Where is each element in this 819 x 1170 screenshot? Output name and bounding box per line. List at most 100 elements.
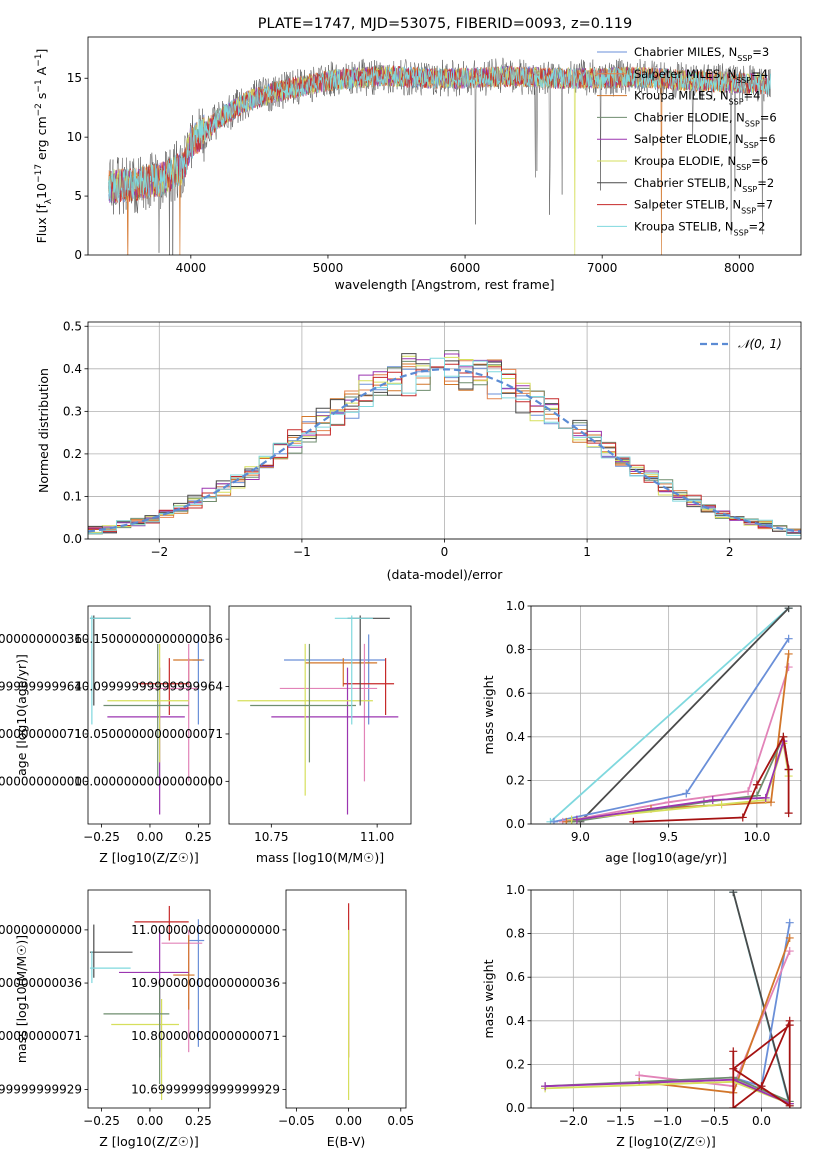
legend-text: Kroupa MILES, N: [634, 89, 729, 103]
x-tick-label: −1.0: [653, 1114, 682, 1128]
plus-marker: [729, 890, 738, 897]
chart-spectrum: 4000 5000 6000 7000 8000 0 5 10 15 wavelength [An…: [34, 36, 802, 292]
plus-marker: [785, 918, 794, 927]
axes-frame: [228, 605, 412, 825]
x-axis-label: wavelength [Angstrom, rest frame]: [334, 277, 554, 292]
y-tick-label: 10.05000000000000071: [0, 727, 82, 741]
plus-marker: [629, 817, 638, 824]
y-tick-label: 0.6: [506, 970, 525, 984]
x-tick-label: 0.25: [185, 830, 212, 844]
x-tick-label: 0.05: [387, 1114, 414, 1128]
legend-text: =6: [760, 110, 777, 124]
legend: 𝒩(0, 1): [700, 337, 782, 351]
x-tick-label: 0.00: [137, 1114, 164, 1128]
y-tick-label: 10.80000000000000071: [131, 1029, 280, 1043]
plot-area: [541, 890, 794, 1108]
legend-entry: Chabrier MILES, NSSP=3: [634, 45, 769, 63]
y-tick-label: 0.8: [506, 643, 525, 657]
x-tick-label: 6000: [450, 261, 481, 275]
y-tick-label: 10.80000000000000071: [0, 1029, 82, 1043]
label-part: s: [34, 93, 49, 104]
x-axis-label: Z [log10(Z/Z☉)]: [99, 850, 199, 865]
x-tick-label: 1: [583, 545, 591, 559]
x-tick-label: 9.5: [659, 830, 678, 844]
legend-entry: Chabrier STELIB, NSSP=2: [634, 176, 774, 194]
mass-weight-line: [732, 891, 791, 1104]
axes-frame: [87, 36, 802, 256]
legend-text: =4: [751, 67, 768, 81]
plus-marker: [785, 947, 794, 956]
legend-text: =3: [752, 45, 769, 59]
legend-entry: Kroupa ELODIE, NSSP=6: [634, 154, 768, 172]
y-tick-label: 0.1: [63, 489, 82, 503]
y-tick-label: 0.2: [506, 1057, 525, 1071]
chart-mass_weight_vs_Z: −2.0 −1.5 −1.0 −0.5 0.0 0.0 0.2 0.4 0.6 0.8 1.0 Z […: [481, 883, 802, 1149]
y-tick-label: 5: [74, 189, 82, 203]
plot-area: [237, 615, 399, 815]
label-part: erg cm: [34, 116, 49, 164]
chart-age_vs_Z: −0.25 0.00 0.25 10.00000000000000000 10.0500…: [0, 605, 212, 865]
plus-marker: [784, 649, 793, 658]
axes-frame: [530, 889, 802, 1109]
plus-marker: [717, 800, 726, 809]
y-tick-label: 0.2: [63, 447, 82, 461]
legend-text: Chabrier MILES, N: [634, 45, 737, 59]
plot-area: [89, 905, 205, 1101]
legend-subscript: SSP: [737, 54, 752, 63]
plus-marker: [767, 798, 775, 807]
y-tick-label: 1.0: [506, 883, 525, 897]
legend-entry: Salpeter STELIB, NSSP=7: [634, 198, 773, 216]
x-axis-label: Z [log10(Z/Z☉)]: [616, 1134, 716, 1149]
y-tick-label: 1.0: [506, 599, 525, 613]
legend-entry: 𝒩(0, 1): [738, 337, 782, 351]
legend-entry: Salpeter MILES, NSSP=4: [634, 67, 768, 85]
y-tick-label: 10.05000000000000071: [74, 727, 223, 741]
plus-marker: [729, 1047, 738, 1056]
y-tick-label: 15: [67, 71, 82, 85]
plus-marker: [549, 817, 558, 824]
legend-subscript: SSP: [729, 97, 744, 106]
legend-text: Salpeter STELIB, N: [634, 198, 741, 212]
axes-frame: [285, 889, 407, 1109]
legend-subscript: SSP: [745, 119, 760, 128]
plus-marker: [785, 933, 794, 942]
y-axis-label: mass weight: [481, 959, 496, 1038]
legend-subscript: SSP: [736, 75, 751, 84]
plus-marker: [708, 796, 717, 805]
x-tick-label: −1.5: [606, 1114, 635, 1128]
spectrum-series-line: [108, 65, 768, 203]
x-tick-label: 0: [441, 545, 449, 559]
x-tick-label: 0.00: [137, 830, 164, 844]
y-tick-label: 0.8: [506, 927, 525, 941]
plus-marker: [784, 663, 793, 672]
x-tick-label: −0.05: [278, 1114, 315, 1128]
plus-marker: [752, 780, 761, 789]
legend-text: =2: [757, 176, 774, 190]
axes-frame: [87, 605, 211, 825]
x-tick-label: 5000: [313, 261, 344, 275]
label-part: ]: [34, 49, 49, 54]
legend-text: =4: [744, 89, 761, 103]
x-tick-label: 0.00: [335, 1114, 362, 1128]
plus-marker: [761, 793, 770, 802]
y-tick-label: 10.15000000000000036: [0, 632, 82, 646]
y-axis-label: age [log10(age/yr)]: [14, 654, 29, 776]
plus-marker: [682, 789, 691, 798]
y-tick-label: 11.00000000000000000: [0, 923, 82, 937]
label-part: Flux [f: [34, 204, 49, 244]
x-tick-label: 0.0: [752, 1114, 771, 1128]
label-part: −1: [34, 79, 44, 92]
y-tick-label: 10.09999999999999964: [0, 680, 82, 694]
y-tick-label: 0.4: [63, 362, 82, 376]
gaussian-curve: [88, 368, 801, 533]
y-axis-label: Normed distribution: [36, 368, 51, 493]
spectrum-series-line: [108, 65, 771, 203]
legend-subscript: SSP: [741, 206, 756, 215]
legend-text: =6: [751, 154, 768, 168]
legend-subscript: SSP: [742, 184, 757, 193]
legend-text: Salpeter ELODIE, N: [634, 132, 744, 146]
y-axis-label: Flux [fλ10−17 erg cm−2 s−1 A−1]: [34, 49, 54, 244]
histogram-series: [88, 357, 801, 536]
y-tick-label: 10.00000000000000000: [0, 774, 82, 788]
x-tick-label: −0.5: [700, 1114, 729, 1128]
